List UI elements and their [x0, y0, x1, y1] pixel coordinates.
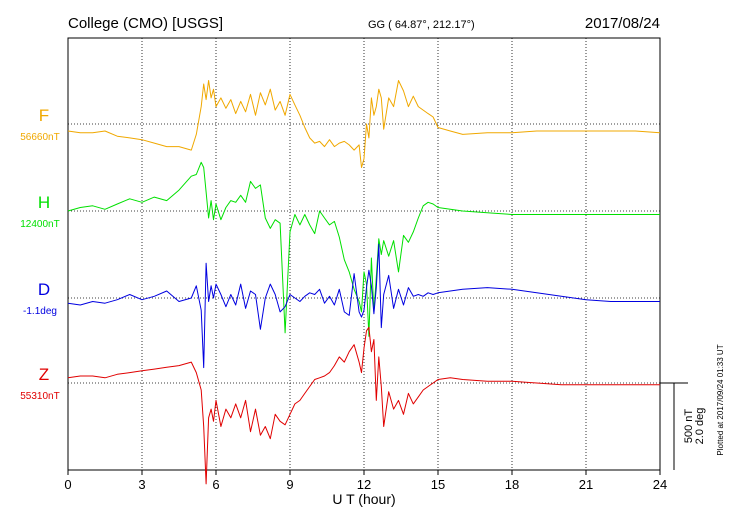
series-line-D	[67, 243, 660, 369]
x-tick-label: 24	[653, 477, 667, 492]
x-tick-label: 21	[579, 477, 593, 492]
station-coords: GG ( 64.87°, 212.17°)	[368, 19, 475, 31]
x-tick-label: 6	[212, 477, 219, 492]
x-axis-label: U T (hour)	[332, 491, 395, 507]
series-group	[67, 80, 661, 485]
series-line-Z	[67, 326, 660, 485]
x-tick-label: 3	[138, 477, 145, 492]
series-name-D: D	[38, 280, 50, 299]
x-tick-label: 12	[357, 477, 371, 492]
x-axis: 0 3 6 9 12 15 18 21 24	[64, 470, 667, 492]
plotted-timestamp: Plotted at 2017/09/24 01:33 UT	[716, 344, 725, 455]
scale-bar-deg: 2.0 deg	[694, 408, 706, 445]
series-name-Z: Z	[39, 365, 49, 384]
series-name-F: F	[39, 106, 49, 125]
x-tick-label: 15	[431, 477, 445, 492]
series-name-H: H	[38, 193, 50, 212]
series-baseline-H: 12400nT	[20, 219, 59, 230]
series-baseline-D: -1.1deg	[23, 306, 57, 317]
x-tick-label: 18	[505, 477, 519, 492]
x-tick-label: 9	[286, 477, 293, 492]
series-labels: F 56660nT H 12400nT D -1.1deg Z 55310nT	[20, 106, 59, 402]
series-baseline-Z: 55310nT	[20, 391, 59, 402]
scale-bar-nt: 500 nT	[683, 409, 695, 444]
series-line-H	[67, 161, 660, 337]
series-baseline-F: 56660nT	[20, 132, 59, 143]
series-line-F	[67, 80, 661, 168]
scale-bar: 500 nT 2.0 deg	[660, 382, 706, 470]
x-tick-label: 0	[64, 477, 71, 492]
station-title: College (CMO) [USGS]	[68, 15, 223, 32]
grid	[68, 38, 660, 470]
plot-date: 2017/08/24	[585, 15, 660, 32]
